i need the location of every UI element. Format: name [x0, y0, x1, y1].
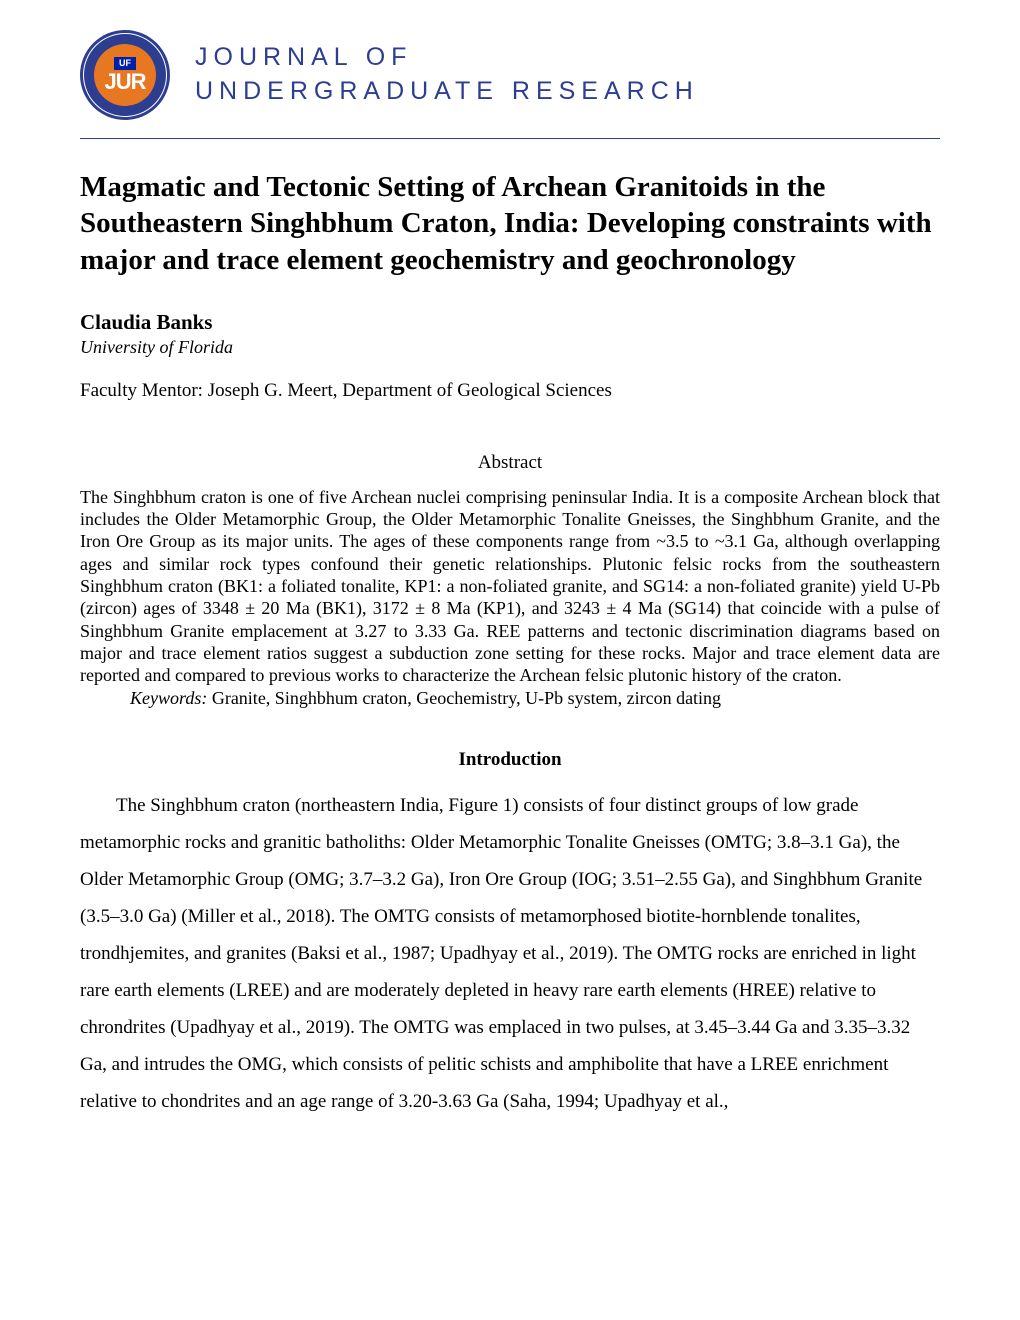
journal-title: JOURNAL OF UNDERGRADUATE RESEARCH [195, 41, 699, 109]
logo-inner-circle: UF JUR [94, 44, 156, 106]
journal-title-line1: JOURNAL OF [195, 41, 699, 75]
journal-logo: UF JUR [80, 30, 170, 120]
keywords-label: Keywords: [130, 688, 207, 708]
keywords-text: Granite, Singhbhum craton, Geochemistry,… [207, 688, 721, 708]
abstract-heading: Abstract [80, 452, 940, 474]
journal-title-line2: UNDERGRADUATE RESEARCH [195, 75, 699, 109]
author-affiliation: University of Florida [80, 337, 940, 358]
logo-outer-ring: UF JUR [80, 30, 170, 120]
header-divider [80, 138, 940, 139]
keywords-line: Keywords: Granite, Singhbhum craton, Geo… [80, 687, 940, 709]
paper-title: Magmatic and Tectonic Setting of Archean… [80, 169, 940, 278]
introduction-heading: Introduction [80, 749, 940, 771]
introduction-text: The Singhbhum craton (northeastern India… [80, 787, 940, 1120]
author-name: Claudia Banks [80, 310, 940, 335]
journal-header: UF JUR JOURNAL OF UNDERGRADUATE RESEARCH [80, 30, 940, 120]
abstract-text: The Singhbhum craton is one of five Arch… [80, 486, 940, 687]
faculty-mentor: Faculty Mentor: Joseph G. Meert, Departm… [80, 380, 940, 402]
logo-jur-text: JUR [104, 71, 145, 93]
